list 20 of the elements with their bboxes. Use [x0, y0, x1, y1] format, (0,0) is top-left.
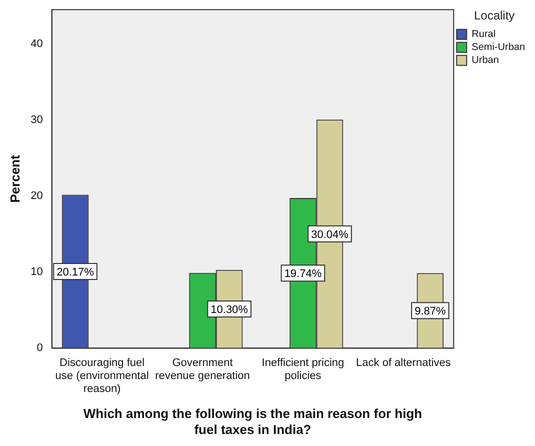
data-label: 9.87% — [414, 306, 446, 318]
data-label: 10.30% — [210, 304, 248, 316]
legend-title: Locality — [474, 8, 515, 22]
x-tick-label: Lack of alternatives — [356, 356, 452, 369]
data-label: 20.17% — [56, 266, 94, 278]
x-tick-label: Government revenue generation — [155, 356, 250, 382]
legend-label: Semi-Urban — [472, 42, 526, 54]
legend-label: Rural — [472, 29, 496, 40]
y-tick-label: 20 — [30, 190, 43, 202]
y-tick-label: 30 — [30, 114, 43, 126]
y-tick-label: 40 — [30, 38, 43, 50]
legend-label: Urban — [472, 55, 499, 66]
x-tick-label: Inefficient pricing policies — [262, 356, 344, 382]
y-tick-label: 0 — [36, 342, 43, 354]
data-label: 19.74% — [284, 268, 322, 280]
x-tick-label: Discouraging fuel use (environmental reason) — [55, 356, 149, 396]
data-label: 30.04% — [311, 228, 349, 241]
y-tick-label: 10 — [30, 266, 43, 278]
x-axis-title: Which among the following is the main reason for high fuel taxes in India? — [83, 406, 422, 437]
y-axis-title: Percent — [7, 154, 22, 203]
